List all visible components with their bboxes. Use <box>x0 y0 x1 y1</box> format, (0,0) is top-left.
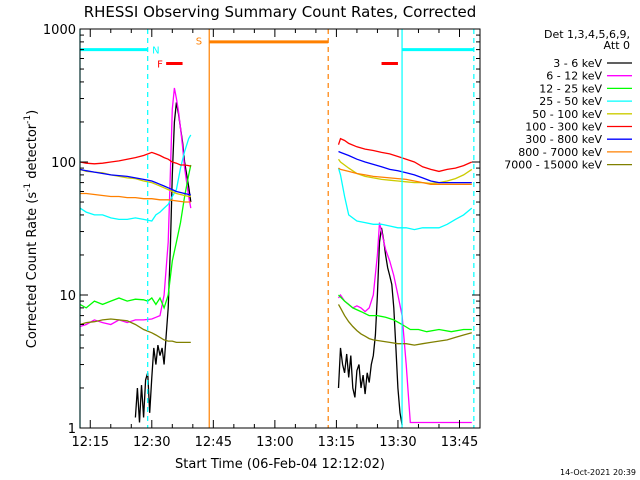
annotation-label-0: N <box>152 46 159 57</box>
plot-area: NF S 12:15 12:30 12:45 13:00 13:15 13:30 13:45 1 1… <box>43 23 481 450</box>
series-line-1 <box>80 87 472 424</box>
footer-timestamp: 14-Oct-2021 20:39 <box>560 468 636 477</box>
series-line-5 <box>80 137 473 173</box>
legend-label-8: 7000 - 15000 keV <box>504 159 602 172</box>
series-line-6 <box>80 150 472 196</box>
x-tick-label-2: 12:45 <box>195 435 232 450</box>
legend-label-1: 6 - 12 keV <box>546 70 602 83</box>
x-tick-label-3: 13:00 <box>256 435 293 450</box>
y-tick-label-0: 1 <box>68 422 76 437</box>
y-tick-label-2: 100 <box>51 156 76 171</box>
legend-label-6: 300 - 800 keV <box>525 133 602 146</box>
x-tick-label-0: 12:15 <box>72 435 109 450</box>
y-axis-label-part2: detector <box>25 123 40 183</box>
legend-label-4: 50 - 100 keV <box>532 108 602 121</box>
series-line-0 <box>134 102 403 426</box>
y-axis-label-sup1: -1 <box>23 183 33 192</box>
chart-title: RHESSI Observing Summary Count Rates, Co… <box>84 3 477 21</box>
legend-header-1: Att 0 <box>604 39 630 52</box>
series-line-4 <box>80 158 473 198</box>
legend-label-0: 3 - 6 keV <box>553 57 602 70</box>
annotation-label-2: S <box>196 36 202 47</box>
legend-label-3: 25 - 50 keV <box>539 95 602 108</box>
x-tick-label-6: 13:45 <box>441 435 478 450</box>
series-line-7 <box>80 167 472 203</box>
x-axis-label: Start Time (06-Feb-04 12:12:02) <box>175 457 385 472</box>
legend-header-0: Det 1,3,4,5,6,9, <box>544 28 630 41</box>
legend-label-2: 12 - 25 keV <box>539 82 602 95</box>
y-axis-label-sup2: -1 <box>23 115 33 124</box>
annotation-label-1: F <box>157 60 163 71</box>
y-axis-label-part1: Corrected Count Rate (s <box>25 192 40 349</box>
y-axis-label: Corrected Count Rate (s-1 detector-1) <box>23 110 40 348</box>
x-tick-label-1: 12:30 <box>133 435 170 450</box>
plot-frame <box>79 28 481 429</box>
legend-label-5: 100 - 300 keV <box>525 121 602 134</box>
y-tick-label-3: 1000 <box>43 23 76 38</box>
x-tick-label-4: 13:15 <box>318 435 355 450</box>
series-line-3 <box>80 134 473 231</box>
x-tick-label-5: 13:30 <box>379 435 416 450</box>
y-tick-label-1: 10 <box>59 289 76 304</box>
y-axis-label-part3: ) <box>25 110 40 115</box>
series-line-8 <box>80 304 472 346</box>
series-line-2 <box>80 164 472 333</box>
legend-label-7: 800 - 7000 keV <box>518 146 602 159</box>
series-group <box>80 87 473 426</box>
